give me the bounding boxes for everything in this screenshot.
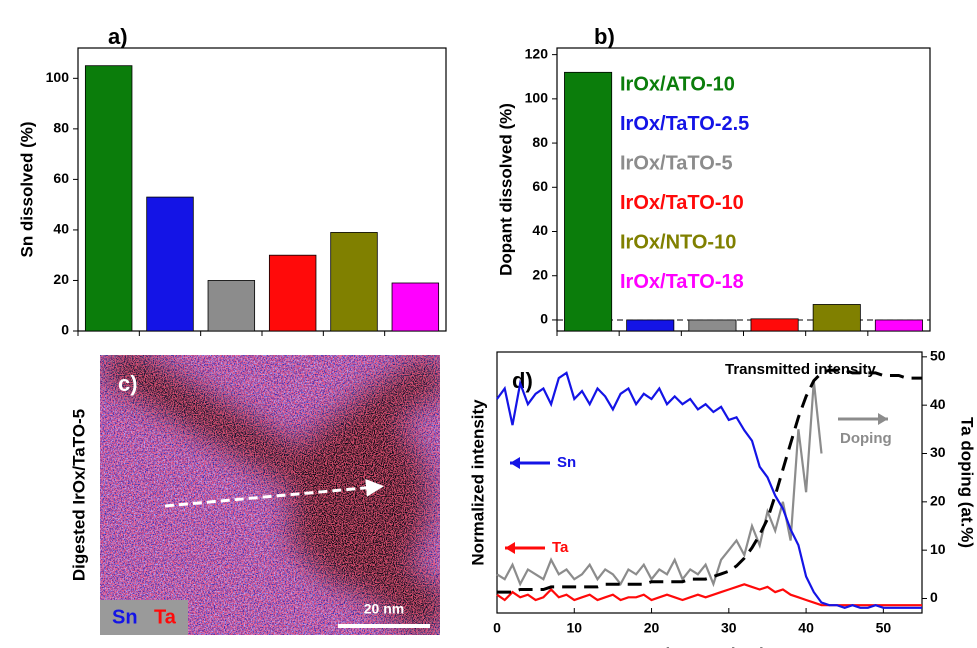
- bar: [688, 319, 737, 332]
- x-tick-label: 40: [798, 620, 814, 636]
- y-tick-label: 120: [525, 45, 549, 61]
- legend-box: [100, 600, 188, 635]
- bar: [207, 280, 256, 332]
- y2-tick-label: 50: [930, 348, 946, 364]
- channel-label: Sn: [112, 606, 138, 628]
- y-axis-label: Normalized intensity: [468, 399, 487, 566]
- y-tick-label: 60: [532, 178, 548, 194]
- scale-label: 20 nm: [364, 601, 404, 617]
- x-tick-label: 0: [493, 620, 501, 636]
- series-line: [497, 368, 922, 594]
- bar: [268, 254, 317, 332]
- bar: [874, 319, 923, 332]
- channel-label: Ta: [154, 606, 177, 628]
- legend-entry: IrOx/TaTO-10: [620, 192, 744, 214]
- y2-tick-label: 0: [930, 589, 938, 605]
- bar: [626, 319, 675, 332]
- series-label: Sn: [557, 454, 576, 471]
- x-tick-label: 10: [566, 620, 582, 636]
- y-tick-label: 0: [540, 311, 548, 327]
- series-line: [496, 380, 823, 588]
- label-arrowhead: [510, 457, 520, 469]
- plot-frame: [496, 351, 923, 614]
- x-tick-label: 30: [721, 620, 737, 636]
- legend-entry: IrOx/ATO-10: [620, 73, 735, 95]
- panel-label: a): [108, 24, 128, 49]
- legend-entry: IrOx/TaTO-2.5: [620, 113, 749, 135]
- y-tick-label: 0: [61, 322, 69, 338]
- scan-arrow: [164, 478, 384, 508]
- y-tick-label: 80: [532, 134, 548, 150]
- x-tick-label: 20: [644, 620, 660, 636]
- micrograph: [100, 355, 440, 635]
- panel-label: b): [594, 24, 615, 49]
- bar: [330, 232, 378, 332]
- y-tick-label: 40: [532, 222, 548, 238]
- bar: [750, 318, 799, 332]
- series-line: [496, 583, 922, 607]
- bar: [812, 304, 861, 332]
- series-line: [496, 371, 922, 609]
- plot-frame: [77, 47, 447, 332]
- panel-label: d): [512, 368, 533, 393]
- panel-label: c): [118, 371, 138, 396]
- y2-axis-label: Ta doping (at.%): [958, 417, 977, 548]
- y-tick-label: 80: [53, 120, 69, 136]
- bar: [391, 282, 440, 332]
- x-tick-label: 50: [876, 620, 892, 636]
- legend-entry: IrOx/NTO-10: [620, 231, 736, 253]
- label-arrowhead: [878, 413, 888, 425]
- y-tick-label: 100: [525, 90, 549, 106]
- bar: [84, 65, 133, 332]
- x-axis-label: Distance (nm): [653, 644, 765, 648]
- legend-entry: IrOx/TaTO-18: [620, 271, 744, 293]
- y-axis-label: Dopant dissolved (%): [496, 103, 515, 276]
- y2-tick-label: 10: [930, 541, 946, 557]
- series-label: Ta: [552, 539, 569, 556]
- y-tick-label: 40: [53, 221, 69, 237]
- series-label: Transmitted intensity: [725, 361, 877, 378]
- y-tick-label: 20: [532, 266, 548, 282]
- y-tick-label: 100: [46, 69, 70, 85]
- y-tick-label: 60: [53, 170, 69, 186]
- bar: [146, 196, 194, 332]
- bar: [564, 71, 613, 332]
- y-tick-label: 20: [53, 271, 69, 287]
- label-arrowhead: [505, 542, 515, 554]
- y2-tick-label: 20: [930, 493, 946, 509]
- legend-entry: IrOx/TaTO-5: [620, 152, 733, 174]
- y2-tick-label: 30: [930, 444, 946, 460]
- side-label: Digested IrOx/TaTO-5: [69, 409, 88, 581]
- y2-tick-label: 40: [930, 396, 946, 412]
- series-label: Doping: [840, 430, 892, 447]
- y-axis-label: Sn dissolved (%): [17, 121, 36, 257]
